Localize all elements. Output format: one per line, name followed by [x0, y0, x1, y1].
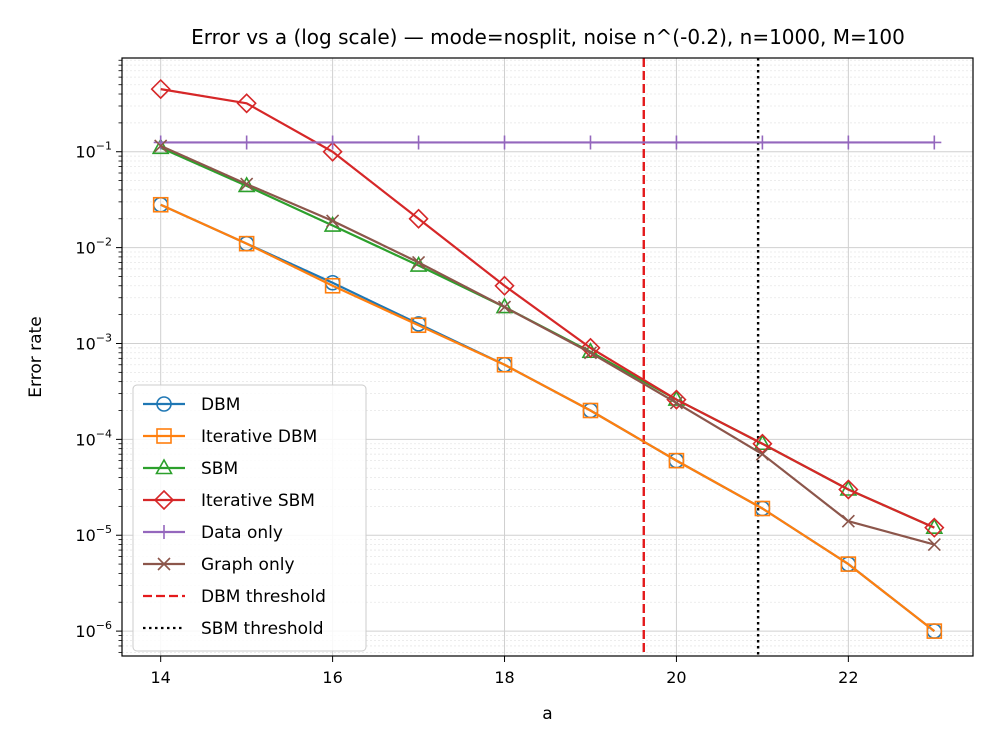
- data-point: [666, 389, 687, 410]
- data-point: [238, 235, 255, 252]
- x-axis-label: a: [542, 704, 552, 724]
- legend-label: Graph only: [201, 555, 295, 575]
- data-point: [924, 517, 945, 538]
- data-point: [669, 396, 684, 410]
- data-point: [322, 141, 343, 162]
- legend-box: [132, 384, 367, 652]
- legend-label: DBM threshold: [201, 587, 326, 607]
- data-point: [239, 135, 254, 150]
- series-data-only: [153, 135, 942, 150]
- legend-entry: SBM threshold: [143, 619, 324, 639]
- data-point: [582, 402, 599, 419]
- data-point: [326, 214, 340, 228]
- series-layer: [150, 78, 945, 639]
- data-point: [754, 500, 771, 517]
- series-line: [160, 144, 935, 546]
- data-point: [157, 557, 171, 571]
- data-point: [583, 135, 598, 150]
- axes: 10−6 10−5 10−4 10−3 10−2 10−1 14 16 18 20 22: [75, 57, 974, 687]
- data-point: [408, 208, 429, 229]
- y-tick-label: 10−6: [75, 619, 112, 641]
- x-tick-label: 22: [838, 668, 858, 687]
- y-axis-label: Error rate: [26, 316, 46, 397]
- data-point: [155, 458, 173, 475]
- plot-frame: [121, 57, 974, 657]
- data-point: [325, 135, 340, 150]
- x-tick-label: 20: [666, 668, 686, 687]
- series-line: [160, 203, 935, 632]
- x-tick-label: 14: [151, 668, 171, 687]
- data-point: [755, 447, 769, 461]
- data-point: [926, 623, 943, 639]
- series-iterative-sbm: [150, 78, 945, 538]
- data-point: [497, 135, 512, 150]
- data-point: [494, 275, 515, 296]
- legend-entry: Iterative SBM: [143, 489, 315, 511]
- data-point: [154, 139, 168, 153]
- data-point: [156, 396, 172, 412]
- legend-entry: DBM threshold: [143, 587, 326, 607]
- data-point: [156, 428, 172, 444]
- data-point: [927, 135, 942, 150]
- legend: DBM Iterative DBM SBM Iterative SBM Data onl…: [132, 384, 367, 652]
- data-point: [157, 525, 171, 539]
- legend-label: Data only: [201, 523, 283, 543]
- data-point: [669, 135, 684, 150]
- legend-label: Iterative DBM: [201, 427, 317, 447]
- data-point: [752, 433, 773, 454]
- data-point: [840, 556, 857, 572]
- legend-entry: SBM: [143, 458, 238, 479]
- legend-label: DBM: [201, 395, 240, 415]
- data-point: [580, 337, 601, 359]
- legend-label: Iterative SBM: [201, 491, 315, 511]
- data-point: [497, 300, 512, 314]
- y-tick-label: 10−4: [75, 427, 112, 449]
- y-tick-label: 10−1: [75, 140, 112, 162]
- x-tick-label: 16: [322, 668, 342, 687]
- legend-entry: Data only: [143, 523, 283, 543]
- data-point: [841, 135, 856, 150]
- threshold-lines: [642, 58, 760, 656]
- data-point: [410, 317, 427, 334]
- legend-label: SBM: [201, 459, 238, 479]
- data-point: [841, 514, 855, 528]
- data-point: [240, 177, 254, 191]
- data-point: [755, 135, 770, 150]
- x-tick-label: 18: [494, 668, 514, 687]
- y-tick-label: 10−5: [75, 523, 112, 545]
- chart-title: Error vs a (log scale) — mode=nosplit, n…: [191, 25, 905, 49]
- series-line: [160, 88, 935, 529]
- legend-entry: DBM: [143, 395, 240, 415]
- data-point: [153, 489, 175, 511]
- data-point: [838, 479, 859, 500]
- legend-entry: Iterative DBM: [143, 427, 317, 447]
- data-point: [668, 452, 685, 469]
- data-point: [324, 277, 341, 294]
- legend-label: SBM threshold: [201, 619, 324, 639]
- data-point: [411, 135, 426, 150]
- data-point: [236, 93, 257, 114]
- data-point: [152, 196, 169, 213]
- data-point: [150, 78, 171, 100]
- data-point: [411, 255, 426, 270]
- data-point: [496, 356, 513, 373]
- y-tick-label: 10−3: [75, 331, 112, 353]
- y-tick-label: 10−2: [75, 236, 112, 258]
- data-point: [927, 537, 941, 552]
- data-point: [583, 346, 598, 360]
- series-iterative-dbm: [152, 196, 943, 639]
- legend-entry: Graph only: [143, 555, 295, 575]
- series-graph-only: [154, 139, 941, 552]
